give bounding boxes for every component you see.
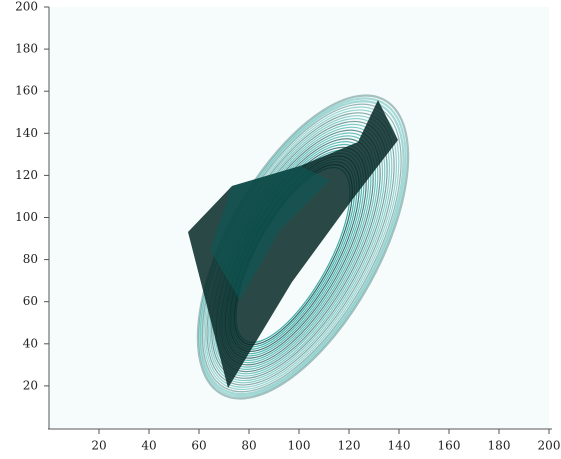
y-tick-label: 20	[23, 378, 38, 392]
y-tick-label: 160	[15, 84, 38, 98]
y-tick-label: 80	[23, 252, 38, 266]
y-tick-label: 60	[23, 294, 38, 308]
x-tick-label: 80	[241, 439, 256, 453]
x-tick-label: 60	[191, 439, 206, 453]
dense-region	[210, 166, 330, 300]
y-tick-label: 180	[15, 42, 38, 56]
x-tick-label: 160	[438, 439, 461, 453]
y-tick-label: 200	[15, 0, 38, 14]
x-tick-label: 200	[538, 439, 561, 453]
x-tick-label: 140	[388, 439, 411, 453]
y-tick-label: 100	[15, 210, 38, 224]
y-tick-label: 40	[23, 336, 38, 350]
x-tick-label: 180	[488, 439, 511, 453]
x-tick-label: 20	[91, 439, 106, 453]
y-tick-label: 120	[15, 168, 38, 182]
dense-region	[188, 100, 398, 388]
x-tick-label: 40	[141, 439, 156, 453]
image-pattern	[188, 94, 410, 400]
x-tick-label: 100	[288, 439, 311, 453]
y-tick-label: 140	[15, 126, 38, 140]
x-tick-label: 120	[338, 439, 361, 453]
